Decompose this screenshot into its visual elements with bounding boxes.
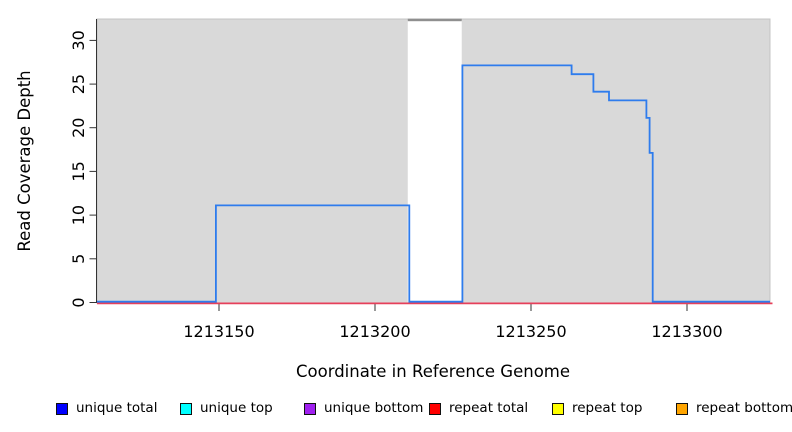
unique-total-swatch <box>56 402 68 415</box>
legend-label: repeat bottom <box>696 400 792 416</box>
legend-item-repeat-top: repeat top <box>552 400 643 416</box>
series-layer <box>97 64 773 305</box>
y-tick-label: 0 <box>69 297 88 307</box>
legend-item-unique-total: unique total <box>56 400 158 416</box>
y-tick-label: 30 <box>69 30 88 50</box>
legend-item-repeat-total: repeat total <box>429 400 529 416</box>
axes <box>89 19 688 311</box>
legend-label: repeat total <box>449 400 529 416</box>
legend-item-unique-top: unique top <box>180 400 273 416</box>
unique-total-line <box>97 64 770 303</box>
legend-label: unique total <box>76 400 158 416</box>
legend-label: repeat top <box>572 400 643 416</box>
x-tick-label: 1213200 <box>339 322 410 341</box>
y-axis-title: Read Coverage Depth <box>15 70 34 251</box>
y-tick-label: 10 <box>69 205 88 225</box>
masked-region-cap <box>407 18 462 22</box>
repeat-total-swatch <box>429 402 441 415</box>
x-tick-label: 1213250 <box>495 322 566 341</box>
legend-item-repeat-bottom: repeat bottom <box>676 400 792 416</box>
x-tick-label: 1213150 <box>183 322 254 341</box>
axis-labels: 0 5 10 15 20 25 30 1213150 1213200 12132… <box>15 30 723 381</box>
legend-label: unique bottom <box>324 400 424 416</box>
x-axis-title: Coordinate in Reference Genome <box>296 362 570 381</box>
y-tick-label: 5 <box>69 254 88 264</box>
legend-label: unique top <box>200 400 273 416</box>
plot-background-layer <box>96 18 771 304</box>
repeat-top-swatch <box>552 402 564 415</box>
unique-top-swatch <box>180 402 192 415</box>
x-tick-label: 1213300 <box>651 322 722 341</box>
masked-region <box>407 20 462 303</box>
unique-bottom-swatch <box>304 402 316 415</box>
y-tick-label: 20 <box>69 118 88 138</box>
legend-item-unique-bottom: unique bottom <box>304 400 424 416</box>
repeat-bottom-swatch <box>676 402 688 415</box>
y-tick-label: 15 <box>69 161 88 181</box>
y-tick-label: 25 <box>69 74 88 94</box>
